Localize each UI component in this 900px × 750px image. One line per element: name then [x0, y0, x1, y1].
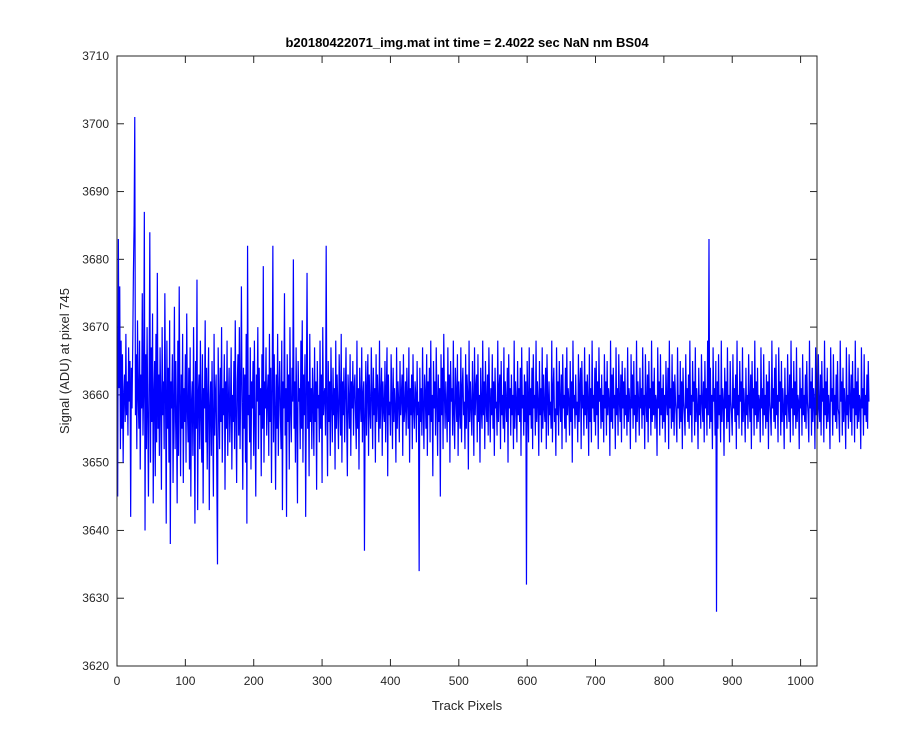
x-tick-label: 300	[312, 674, 332, 688]
y-tick-label: 3700	[82, 117, 109, 131]
x-tick-label: 400	[380, 674, 400, 688]
y-tick-label: 3680	[82, 252, 109, 266]
x-tick-label: 200	[244, 674, 264, 688]
y-tick-label: 3670	[82, 320, 109, 334]
y-tick-label: 3620	[82, 659, 109, 673]
x-tick-label: 500	[449, 674, 469, 688]
y-axis: 3620 3630 3640 3650 3660 3670 3680 3690 3700 3710	[82, 49, 817, 673]
x-tick-label: 700	[586, 674, 606, 688]
x-axis-label: Track Pixels	[432, 698, 503, 713]
x-tick-label: 100	[175, 674, 195, 688]
y-tick-label: 3710	[82, 49, 109, 63]
x-tick-label: 800	[654, 674, 674, 688]
y-tick-label: 3640	[82, 523, 109, 537]
signal-line	[117, 116, 870, 612]
axes-box	[116, 55, 818, 667]
x-tick-label: 900	[722, 674, 742, 688]
plot-area	[117, 116, 870, 612]
y-tick-label: 3650	[82, 456, 109, 470]
x-axis: 0 100 200 300 400 500 600 700 800 900 1000	[114, 56, 814, 688]
x-tick-label: 0	[114, 674, 121, 688]
y-tick-label: 3660	[82, 388, 109, 402]
y-tick-label: 3690	[82, 185, 109, 199]
x-tick-label: 1000	[787, 674, 814, 688]
x-tick-label: 600	[517, 674, 537, 688]
y-tick-label: 3630	[82, 591, 109, 605]
y-axis-label: Signal (ADU) at pixel 745	[57, 288, 72, 434]
chart-title: b20180422071_img.mat int time = 2.4022 s…	[285, 35, 649, 50]
